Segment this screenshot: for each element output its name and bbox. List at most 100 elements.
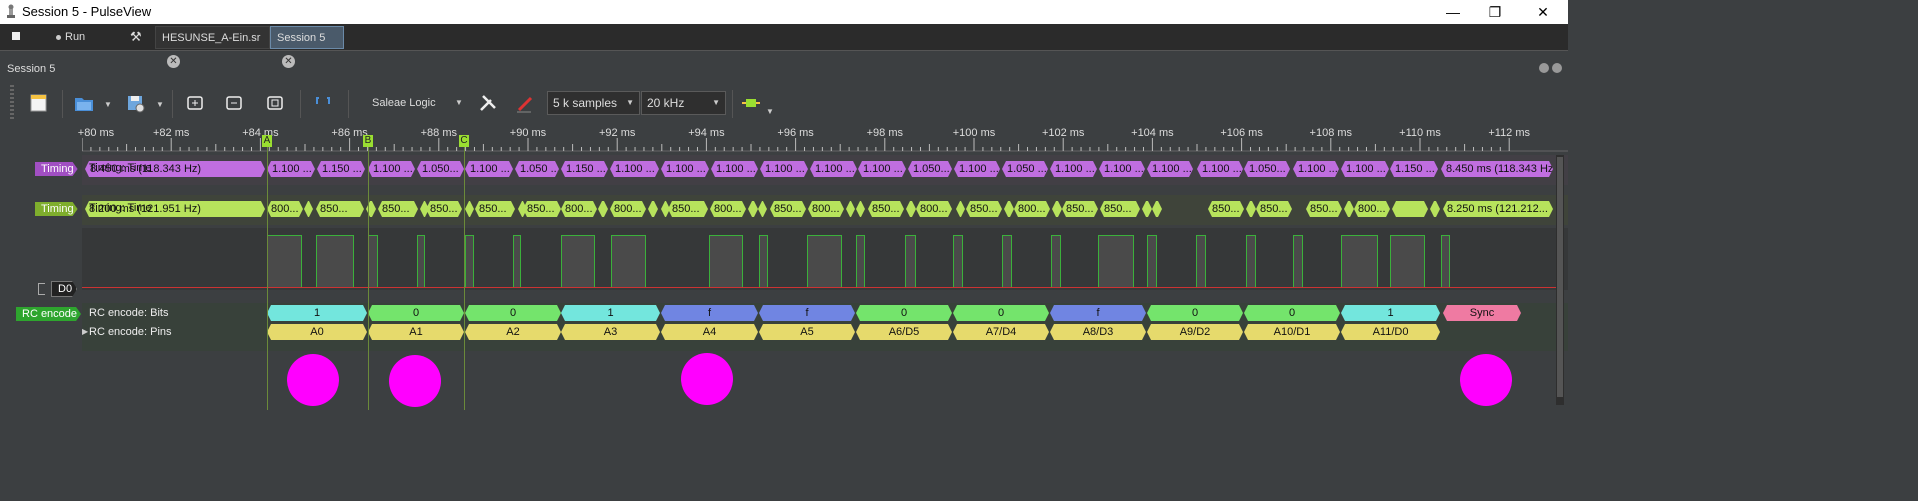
cursor-icon[interactable] (312, 92, 334, 114)
rc-bit-annotation[interactable]: 0 (465, 305, 561, 321)
close-window-button[interactable]: ✕ (1537, 4, 1549, 20)
timing2-annotation[interactable]: 850... (475, 201, 515, 217)
rc-bit-annotation[interactable]: 0 (953, 305, 1049, 321)
open-dropdown-icon[interactable]: ▼ (104, 100, 112, 109)
timing2-annotation[interactable]: 850... (1306, 201, 1342, 217)
close-tab-icon[interactable]: ✕ (282, 54, 295, 68)
rc-pin-annotation[interactable]: A10/D1 (1244, 324, 1340, 340)
tab-hesunse-file[interactable]: HESUNSE_A-Ein.sr ✕ (155, 26, 270, 68)
timing1-annotation[interactable]: 1.100 ... (610, 161, 659, 177)
timing1-annotation[interactable]: 1.100 ... (1099, 161, 1145, 177)
rc-pin-annotation[interactable]: A8/D3 (1050, 324, 1146, 340)
timing1-annotation[interactable]: 1.150 ... (1390, 161, 1438, 177)
rc-bit-annotation[interactable]: f (661, 305, 758, 321)
open-file-icon[interactable] (73, 92, 95, 114)
new-session-icon[interactable] (28, 92, 50, 114)
timing1-annotation[interactable]: 1.100 ... (858, 161, 906, 177)
timing1-annotation[interactable]: 1.050... (417, 161, 464, 177)
timing2-annotation[interactable] (1344, 201, 1354, 217)
rc-pin-annotation[interactable]: A7/D4 (953, 324, 1049, 340)
timing2-annotation[interactable] (518, 201, 527, 217)
sample-rate-select[interactable]: 20 kHz ▼ (641, 91, 726, 115)
timing2-annotation[interactable]: 850... (1062, 201, 1098, 217)
timing2-annotation[interactable]: 850... (426, 201, 462, 217)
timing1-annotation[interactable]: 1.050... (908, 161, 952, 177)
rc-pin-annotation[interactable]: A11/D0 (1341, 324, 1440, 340)
vertical-scrollbar[interactable] (1556, 155, 1564, 405)
timing2-annotation[interactable]: 800... (267, 201, 303, 217)
device-selector[interactable]: Saleae Logic (372, 97, 436, 109)
timing2-annotation[interactable]: 850... (316, 201, 364, 217)
rc-bit-annotation[interactable]: f (759, 305, 855, 321)
decoder-dropdown-icon[interactable]: ▼ (766, 107, 774, 116)
timing2-annotation[interactable]: 800... (1014, 201, 1050, 217)
timing2-annotation[interactable]: 850... (523, 201, 561, 217)
run-button[interactable]: Run (56, 27, 85, 47)
timing1-annotation[interactable]: 1.100 ... (1197, 161, 1243, 177)
tools-icon[interactable]: ⚒ (130, 29, 142, 44)
rc-pin-annotation[interactable]: A0 (267, 324, 367, 340)
time-ruler[interactable]: +80 ms +82 ms +84 ms +86 ms +88 ms +90 ms +92 … (78, 124, 1568, 152)
zoom-fit-icon[interactable] (264, 92, 286, 114)
timing2-annotation[interactable] (1246, 201, 1256, 217)
timing2-annotation[interactable] (465, 201, 474, 217)
timing2-annotation[interactable]: 850... (1100, 201, 1140, 217)
timing2-annotation[interactable]: 800... (916, 201, 952, 217)
scrollbar-thumb[interactable] (1557, 157, 1563, 397)
timing2-annotation[interactable]: 8.200 ms (121.951 Hz) (85, 201, 265, 217)
channel-label-timing1[interactable]: Timing (35, 162, 78, 176)
timing1-annotation[interactable]: 1.100 ... (465, 161, 513, 177)
timing2-annotation[interactable]: 800... (808, 201, 844, 217)
rc-pin-annotation[interactable]: A4 (661, 324, 758, 340)
close-tab-icon[interactable]: ✕ (167, 54, 180, 68)
timing1-annotation[interactable]: 1.100 ... (1341, 161, 1389, 177)
rc-pin-annotation[interactable]: A1 (368, 324, 464, 340)
expand-row-icon[interactable]: ▶ (82, 327, 89, 336)
zoom-out-icon[interactable] (223, 92, 245, 114)
configure-device-icon[interactable] (477, 92, 499, 114)
timing2-annotation[interactable]: 850... (868, 201, 904, 217)
timing1-annotation[interactable]: 1.100 ... (1050, 161, 1097, 177)
timing2-annotation[interactable]: 850... (1208, 201, 1244, 217)
stop-button[interactable] (12, 27, 20, 47)
timing1-annotation[interactable]: 8.450 ms (118.343 Hz) (85, 161, 265, 177)
timing2-annotation[interactable]: 850... (378, 201, 418, 217)
timing1-annotation[interactable]: 1.100 ... (368, 161, 415, 177)
rc-bit-annotation[interactable]: 0 (1244, 305, 1340, 321)
channel-label-timing2[interactable]: Timing (35, 202, 78, 216)
timing1-annotation[interactable]: 1.100 ... (1147, 161, 1193, 177)
timing1-annotation[interactable]: 1.100 ... (711, 161, 758, 177)
timing1-annotation[interactable]: 1.050 ... (1002, 161, 1048, 177)
rc-pin-annotation[interactable]: A6/D5 (856, 324, 952, 340)
add-decoder-icon[interactable] (740, 92, 762, 114)
timing2-annotation[interactable] (956, 201, 965, 217)
timing1-annotation[interactable]: 1.050... (1244, 161, 1290, 177)
float-panel-icon[interactable] (1539, 63, 1549, 73)
timing2-annotation[interactable] (1152, 201, 1162, 217)
rc-pin-annotation[interactable]: A3 (561, 324, 660, 340)
timing2-annotation[interactable] (748, 201, 758, 217)
channel-label-d0[interactable]: D0 (51, 281, 77, 297)
rc-bit-annotation[interactable]: 0 (1147, 305, 1243, 321)
timing1-annotation[interactable]: 1.150 ... (561, 161, 608, 177)
timing2-annotation[interactable] (1052, 201, 1062, 217)
rc-pin-annotation[interactable]: A2 (465, 324, 561, 340)
timing2-annotation[interactable]: 850... (668, 201, 708, 217)
rc-pin-annotation[interactable]: A9/D2 (1147, 324, 1243, 340)
cursor-marker-b[interactable]: B (363, 135, 373, 147)
minimize-button[interactable]: — (1446, 4, 1460, 20)
timing1-annotation[interactable]: 1.100 ... (954, 161, 1000, 177)
timing2-annotation[interactable] (758, 201, 767, 217)
timing2-annotation[interactable]: 8.250 ms (121.212... (1443, 201, 1553, 217)
timing2-annotation[interactable]: 800... (610, 201, 646, 217)
zoom-in-icon[interactable] (184, 92, 206, 114)
rc-bit-annotation[interactable]: 1 (1341, 305, 1440, 321)
timing2-annotation[interactable] (1430, 201, 1440, 217)
rc-bit-annotation[interactable]: 1 (561, 305, 660, 321)
timing1-annotation[interactable]: 1.100 ... (1293, 161, 1339, 177)
timing2-annotation[interactable]: 850... (1256, 201, 1292, 217)
timing1-annotation[interactable]: 1.150 ... (317, 161, 365, 177)
save-dropdown-icon[interactable]: ▼ (156, 100, 164, 109)
channel-label-rc-encode[interactable]: RC encode (16, 307, 81, 321)
timing2-annotation[interactable]: 850... (966, 201, 1002, 217)
